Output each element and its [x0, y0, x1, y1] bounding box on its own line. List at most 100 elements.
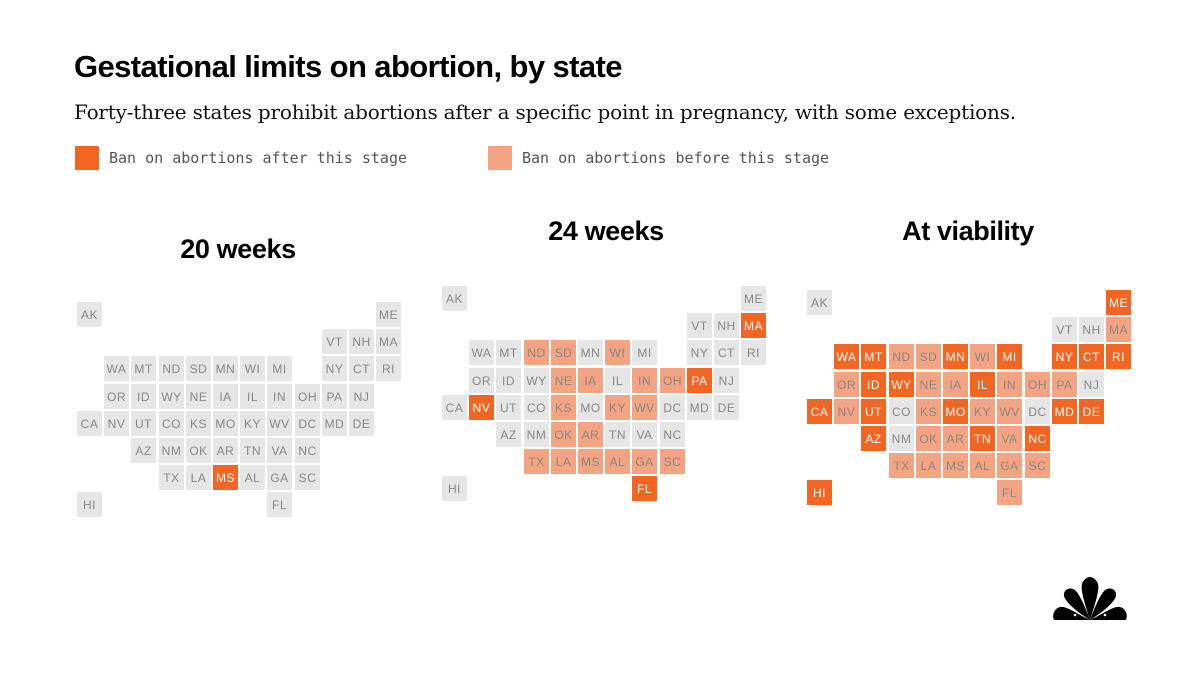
state-tile-nm-at-viability: NM	[889, 426, 914, 451]
legend-swatch-before	[488, 146, 512, 170]
chart-subtitle: Forty-three states prohibit abortions af…	[74, 100, 1016, 124]
state-tile-ak-24-weeks: AK	[442, 286, 467, 311]
state-tile-md-20-weeks: MD	[322, 411, 347, 436]
state-tile-la-at-viability: LA	[916, 453, 941, 478]
state-tile-wa-at-viability: WA	[834, 344, 859, 369]
state-tile-mt-at-viability: MT	[861, 344, 886, 369]
state-tile-nj-24-weeks: NJ	[714, 368, 739, 393]
state-tile-ct-20-weeks: CT	[349, 356, 374, 381]
state-tile-ms-20-weeks: MS	[213, 465, 238, 490]
state-tile-dc-at-viability: DC	[1025, 399, 1050, 424]
state-tile-tn-20-weeks: TN	[240, 438, 265, 463]
state-tile-ca-24-weeks: CA	[442, 395, 467, 420]
map-title-24-weeks: 24 weeks	[548, 216, 664, 246]
state-tile-wi-24-weeks: WI	[605, 340, 630, 365]
state-tile-vt-20-weeks: VT	[322, 329, 347, 354]
state-tile-ca-20-weeks: CA	[77, 411, 102, 436]
state-tile-id-20-weeks: ID	[131, 384, 156, 409]
state-tile-ut-at-viability: UT	[861, 399, 886, 424]
state-tile-tx-24-weeks: TX	[524, 449, 549, 474]
state-tile-nv-at-viability: NV	[834, 399, 859, 424]
state-tile-de-24-weeks: DE	[714, 395, 739, 420]
state-tile-sc-at-viability: SC	[1025, 453, 1050, 478]
state-tile-mt-24-weeks: MT	[496, 340, 521, 365]
state-tile-fl-at-viability: FL	[997, 480, 1022, 505]
state-tile-mo-at-viability: MO	[943, 399, 968, 424]
state-tile-ms-24-weeks: MS	[578, 449, 603, 474]
state-tile-mo-24-weeks: MO	[578, 395, 603, 420]
legend-item-after: Ban on abortions after this stage	[75, 146, 407, 170]
legend-label-before: Ban on abortions before this stage	[522, 149, 830, 167]
state-tile-wv-20-weeks: WV	[267, 411, 292, 436]
state-tile-ri-20-weeks: RI	[376, 356, 401, 381]
state-tile-nc-24-weeks: NC	[660, 422, 685, 447]
state-tile-il-24-weeks: IL	[605, 368, 630, 393]
state-tile-tx-20-weeks: TX	[159, 465, 184, 490]
state-tile-ar-24-weeks: AR	[578, 422, 603, 447]
state-tile-md-at-viability: MD	[1052, 399, 1077, 424]
state-tile-sd-20-weeks: SD	[186, 356, 211, 381]
state-tile-ar-20-weeks: AR	[213, 438, 238, 463]
state-tile-ia-at-viability: IA	[943, 372, 968, 397]
chart-title: Gestational limits on abortion, by state	[74, 49, 622, 84]
state-tile-nj-at-viability: NJ	[1079, 372, 1104, 397]
state-tile-nv-20-weeks: NV	[104, 411, 129, 436]
state-tile-hi-24-weeks: HI	[442, 476, 467, 501]
state-tile-in-at-viability: IN	[997, 372, 1022, 397]
state-tile-sc-24-weeks: SC	[660, 449, 685, 474]
state-tile-nm-24-weeks: NM	[524, 422, 549, 447]
state-tile-tx-at-viability: TX	[889, 453, 914, 478]
map-title-20-weeks: 20 weeks	[180, 234, 296, 264]
state-tile-in-20-weeks: IN	[267, 384, 292, 409]
state-tile-nm-20-weeks: NM	[159, 438, 184, 463]
state-tile-ga-20-weeks: GA	[267, 465, 292, 490]
state-tile-mn-24-weeks: MN	[578, 340, 603, 365]
state-tile-wy-at-viability: WY	[889, 372, 914, 397]
state-tile-ms-at-viability: MS	[943, 453, 968, 478]
state-tile-id-24-weeks: ID	[496, 368, 521, 393]
state-tile-wv-at-viability: WV	[997, 399, 1022, 424]
legend-swatch-after	[75, 146, 99, 170]
state-tile-ct-at-viability: CT	[1079, 344, 1104, 369]
state-tile-ar-at-viability: AR	[943, 426, 968, 451]
state-tile-hi-at-viability: HI	[807, 480, 832, 505]
state-tile-mi-20-weeks: MI	[267, 356, 292, 381]
state-tile-ri-at-viability: RI	[1106, 344, 1131, 369]
state-tile-mi-24-weeks: MI	[632, 340, 657, 365]
state-tile-tn-24-weeks: TN	[605, 422, 630, 447]
state-tile-or-20-weeks: OR	[104, 384, 129, 409]
state-tile-ri-24-weeks: RI	[741, 340, 766, 365]
state-tile-az-24-weeks: AZ	[496, 422, 521, 447]
state-tile-il-20-weeks: IL	[240, 384, 265, 409]
state-tile-nh-20-weeks: NH	[349, 329, 374, 354]
state-tile-wv-24-weeks: WV	[632, 395, 657, 420]
state-tile-ca-at-viability: CA	[807, 399, 832, 424]
state-tile-sd-at-viability: SD	[916, 344, 941, 369]
state-tile-wa-20-weeks: WA	[104, 356, 129, 381]
state-tile-co-24-weeks: CO	[524, 395, 549, 420]
state-tile-mt-20-weeks: MT	[131, 356, 156, 381]
state-tile-nv-24-weeks: NV	[469, 395, 494, 420]
state-tile-ak-at-viability: AK	[807, 290, 832, 315]
peacock-logo-icon	[1053, 577, 1127, 620]
state-tile-ct-24-weeks: CT	[714, 340, 739, 365]
state-tile-nd-24-weeks: ND	[524, 340, 549, 365]
state-tile-mo-20-weeks: MO	[213, 411, 238, 436]
state-tile-ma-20-weeks: MA	[376, 329, 401, 354]
state-tile-ky-at-viability: KY	[970, 399, 995, 424]
state-tile-ny-at-viability: NY	[1052, 344, 1077, 369]
state-tile-vt-24-weeks: VT	[687, 313, 712, 338]
state-tile-mi-at-viability: MI	[997, 344, 1022, 369]
state-tile-or-24-weeks: OR	[469, 368, 494, 393]
state-tile-id-at-viability: ID	[861, 372, 886, 397]
state-tile-az-20-weeks: AZ	[131, 438, 156, 463]
state-tile-in-24-weeks: IN	[632, 368, 657, 393]
state-tile-ut-24-weeks: UT	[496, 395, 521, 420]
state-tile-oh-20-weeks: OH	[295, 384, 320, 409]
state-tile-ia-20-weeks: IA	[213, 384, 238, 409]
state-tile-ks-24-weeks: KS	[551, 395, 576, 420]
state-tile-pa-at-viability: PA	[1052, 372, 1077, 397]
state-tile-nj-20-weeks: NJ	[349, 384, 374, 409]
state-tile-ne-20-weeks: NE	[186, 384, 211, 409]
state-tile-ok-at-viability: OK	[916, 426, 941, 451]
